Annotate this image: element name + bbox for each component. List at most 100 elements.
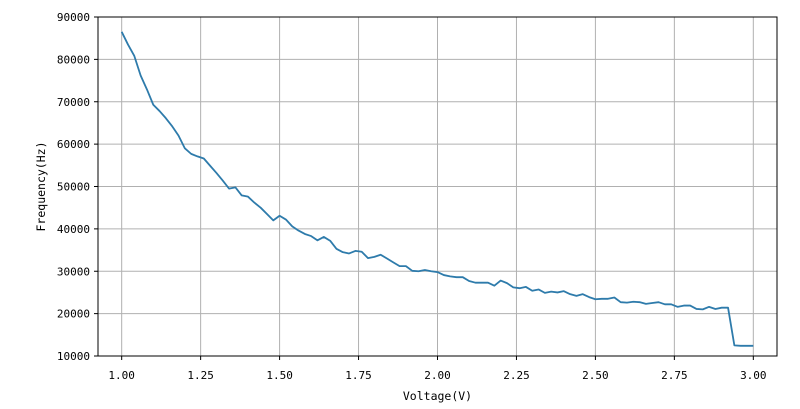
data-point bbox=[443, 274, 445, 276]
data-point bbox=[386, 258, 388, 260]
data-point bbox=[639, 301, 641, 303]
y-axis-label: Frequency(Hz) bbox=[34, 141, 48, 231]
data-point bbox=[708, 306, 710, 308]
data-point bbox=[563, 290, 565, 292]
data-point bbox=[525, 286, 527, 288]
data-point bbox=[519, 287, 521, 289]
data-point bbox=[367, 257, 369, 259]
data-point bbox=[588, 296, 590, 298]
data-point bbox=[291, 226, 293, 228]
data-point bbox=[715, 308, 717, 310]
x-tick-label: 2.75 bbox=[661, 369, 688, 382]
data-point bbox=[247, 196, 249, 198]
data-point bbox=[392, 262, 394, 264]
x-tick-label: 2.00 bbox=[424, 369, 451, 382]
data-point bbox=[569, 293, 571, 295]
data-point bbox=[456, 276, 458, 278]
data-point bbox=[651, 302, 653, 304]
data-point bbox=[557, 292, 559, 294]
y-tick-label: 20000 bbox=[57, 308, 90, 321]
data-point bbox=[468, 280, 470, 282]
x-tick-label: 1.50 bbox=[266, 369, 293, 382]
y-tick-label: 80000 bbox=[57, 53, 90, 66]
data-point bbox=[538, 289, 540, 291]
data-point bbox=[361, 251, 363, 253]
x-axis-label: Voltage(V) bbox=[403, 389, 472, 403]
data-point bbox=[342, 251, 344, 253]
x-tick-label: 1.75 bbox=[345, 369, 372, 382]
data-point bbox=[633, 301, 635, 303]
data-point bbox=[721, 307, 723, 309]
data-point bbox=[437, 271, 439, 273]
data-point bbox=[134, 55, 136, 57]
data-point bbox=[734, 345, 736, 347]
data-point bbox=[683, 305, 685, 307]
x-tick-label: 3.00 bbox=[740, 369, 767, 382]
data-point bbox=[266, 213, 268, 215]
data-point bbox=[222, 180, 224, 182]
data-point bbox=[152, 104, 154, 106]
data-point bbox=[418, 270, 420, 272]
data-point bbox=[696, 308, 698, 310]
data-point bbox=[146, 89, 148, 91]
data-point bbox=[203, 158, 205, 160]
data-point bbox=[664, 304, 666, 306]
data-point bbox=[171, 126, 173, 128]
data-point bbox=[140, 75, 142, 77]
y-tick-label: 40000 bbox=[57, 223, 90, 236]
data-point bbox=[184, 148, 186, 150]
data-point bbox=[165, 117, 167, 119]
data-point bbox=[462, 276, 464, 278]
data-point bbox=[487, 282, 489, 284]
data-point bbox=[190, 153, 192, 155]
y-tick-label: 70000 bbox=[57, 96, 90, 109]
data-point bbox=[159, 110, 161, 112]
data-point bbox=[424, 269, 426, 271]
data-point bbox=[348, 253, 350, 255]
data-point bbox=[329, 240, 331, 242]
data-point bbox=[645, 303, 647, 305]
x-tick-label: 1.00 bbox=[108, 369, 135, 382]
data-point bbox=[260, 207, 262, 209]
y-tick-label: 30000 bbox=[57, 265, 90, 278]
y-tick-label: 60000 bbox=[57, 138, 90, 151]
data-point bbox=[531, 290, 533, 292]
y-tick-label: 90000 bbox=[57, 11, 90, 24]
data-point bbox=[614, 297, 616, 299]
data-point bbox=[121, 31, 123, 33]
y-tick-label: 10000 bbox=[57, 350, 90, 363]
data-point bbox=[626, 302, 628, 304]
data-point bbox=[399, 265, 401, 267]
data-point bbox=[355, 250, 357, 252]
data-point bbox=[620, 301, 622, 303]
data-point bbox=[405, 265, 407, 267]
data-point bbox=[506, 282, 508, 284]
x-tick-label: 2.25 bbox=[503, 369, 530, 382]
data-point bbox=[670, 304, 672, 306]
data-point bbox=[298, 230, 300, 232]
data-point bbox=[380, 254, 382, 256]
y-axis-ticks: 10000 20000 30000 40000 50000 60000 70000 80000… bbox=[57, 11, 98, 363]
data-point bbox=[746, 345, 748, 347]
data-point bbox=[430, 270, 432, 272]
data-point bbox=[576, 295, 578, 297]
x-tick-label: 2.50 bbox=[582, 369, 609, 382]
data-point bbox=[285, 219, 287, 221]
data-point bbox=[254, 202, 256, 204]
data-point bbox=[582, 293, 584, 295]
data-point bbox=[727, 307, 729, 309]
series-line bbox=[120, 31, 754, 347]
series-layer bbox=[120, 31, 755, 347]
data-point bbox=[209, 165, 211, 167]
data-point bbox=[601, 298, 603, 300]
data-point bbox=[310, 235, 312, 237]
data-point bbox=[689, 305, 691, 307]
data-point bbox=[411, 270, 413, 272]
data-point bbox=[753, 345, 755, 347]
data-point bbox=[235, 187, 237, 189]
data-point bbox=[475, 282, 477, 284]
data-point bbox=[216, 172, 218, 174]
data-point bbox=[197, 156, 199, 158]
